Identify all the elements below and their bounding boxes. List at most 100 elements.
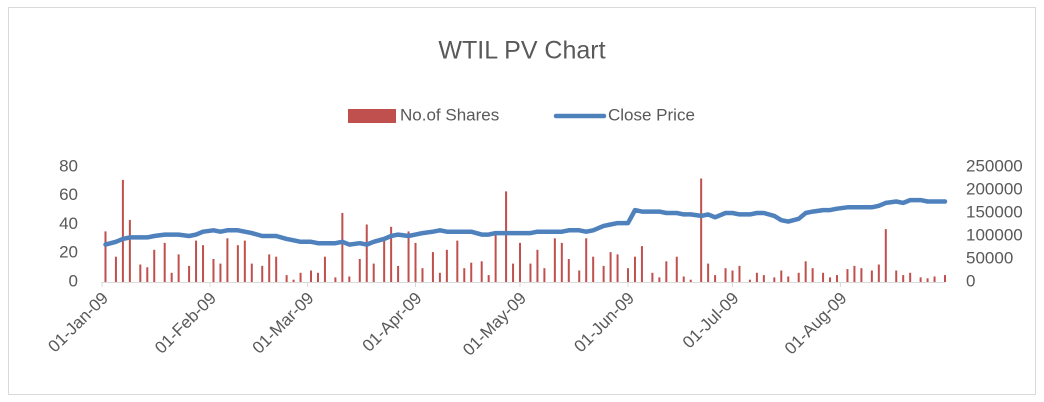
bar <box>738 265 741 282</box>
bar <box>675 256 678 282</box>
bar <box>236 245 239 282</box>
bar <box>895 270 898 282</box>
bar <box>707 263 710 282</box>
bar <box>316 272 319 282</box>
bar <box>202 245 205 282</box>
bar <box>762 275 765 282</box>
bar <box>170 272 173 282</box>
bar <box>365 224 368 282</box>
y2-tick-label: 150000 <box>966 202 1023 221</box>
bar <box>553 238 556 282</box>
bar <box>445 249 448 282</box>
bar <box>560 242 563 282</box>
bar <box>902 275 905 282</box>
bar <box>121 179 124 282</box>
bar <box>128 219 131 282</box>
bar <box>787 276 790 282</box>
bar <box>292 279 295 282</box>
bar <box>919 277 922 282</box>
bar <box>592 256 595 282</box>
y2-tick-label: 50000 <box>966 248 1013 267</box>
bar <box>578 270 581 282</box>
bar <box>487 275 490 282</box>
bar <box>616 254 619 282</box>
bar <box>689 279 692 282</box>
bar <box>665 261 668 282</box>
bar <box>431 252 434 282</box>
bar <box>414 242 417 282</box>
bar <box>456 240 459 282</box>
bar <box>870 270 873 282</box>
bar <box>463 268 466 282</box>
bar <box>829 277 832 282</box>
bar <box>567 259 570 282</box>
bar <box>195 240 198 282</box>
bar <box>146 267 149 282</box>
bar <box>177 254 180 282</box>
y2-tick-label: 250000 <box>966 156 1023 175</box>
legend-label: Close Price <box>608 105 695 124</box>
bar <box>358 259 361 282</box>
bar <box>114 256 117 282</box>
bar <box>822 272 825 282</box>
bar <box>933 276 936 282</box>
bar <box>682 276 685 282</box>
y2-tick-label: 100000 <box>966 225 1023 244</box>
bar <box>512 263 515 282</box>
bar <box>163 242 166 282</box>
bar <box>243 240 246 282</box>
bar <box>773 277 776 282</box>
bar <box>836 275 839 282</box>
bar <box>438 272 441 282</box>
bar <box>470 262 473 282</box>
bar <box>494 231 497 282</box>
bar <box>944 275 946 282</box>
bar <box>714 275 717 282</box>
bar <box>285 275 288 282</box>
bar <box>390 226 393 282</box>
bar <box>261 265 264 282</box>
y2-tick-label: 200000 <box>966 179 1023 198</box>
bar <box>334 277 337 282</box>
bar <box>724 268 727 282</box>
bar <box>877 264 880 282</box>
bar <box>372 263 375 282</box>
bar <box>519 242 522 282</box>
bar <box>853 265 856 282</box>
bar <box>153 249 156 282</box>
bar <box>926 278 929 282</box>
bar <box>104 231 107 282</box>
bar <box>609 252 612 282</box>
bar <box>585 238 588 282</box>
bar <box>250 263 253 282</box>
bar <box>310 270 313 282</box>
y-tick-label: 60 <box>59 185 78 204</box>
bar <box>755 272 758 282</box>
bar <box>731 270 734 282</box>
y2-tick-label: 0 <box>966 271 975 290</box>
bar <box>602 265 605 282</box>
bar <box>627 268 630 282</box>
bar <box>640 246 643 282</box>
bar <box>348 276 351 282</box>
bar <box>421 268 424 282</box>
chart-border <box>8 7 1036 395</box>
bar <box>797 272 800 282</box>
legend-swatch <box>348 109 396 123</box>
bar <box>860 268 863 282</box>
bar <box>529 263 532 282</box>
bar <box>748 279 751 282</box>
bar <box>543 268 546 282</box>
bar <box>188 265 191 282</box>
bar <box>268 254 271 282</box>
legend-label: No.of Shares <box>400 105 499 124</box>
bar <box>480 261 483 282</box>
y-tick-label: 20 <box>59 243 78 262</box>
chart-title: WTIL PV Chart <box>438 37 605 65</box>
bar <box>811 268 814 282</box>
line <box>103 197 948 247</box>
bar <box>323 256 326 282</box>
bar <box>633 256 636 282</box>
bar <box>212 259 215 282</box>
